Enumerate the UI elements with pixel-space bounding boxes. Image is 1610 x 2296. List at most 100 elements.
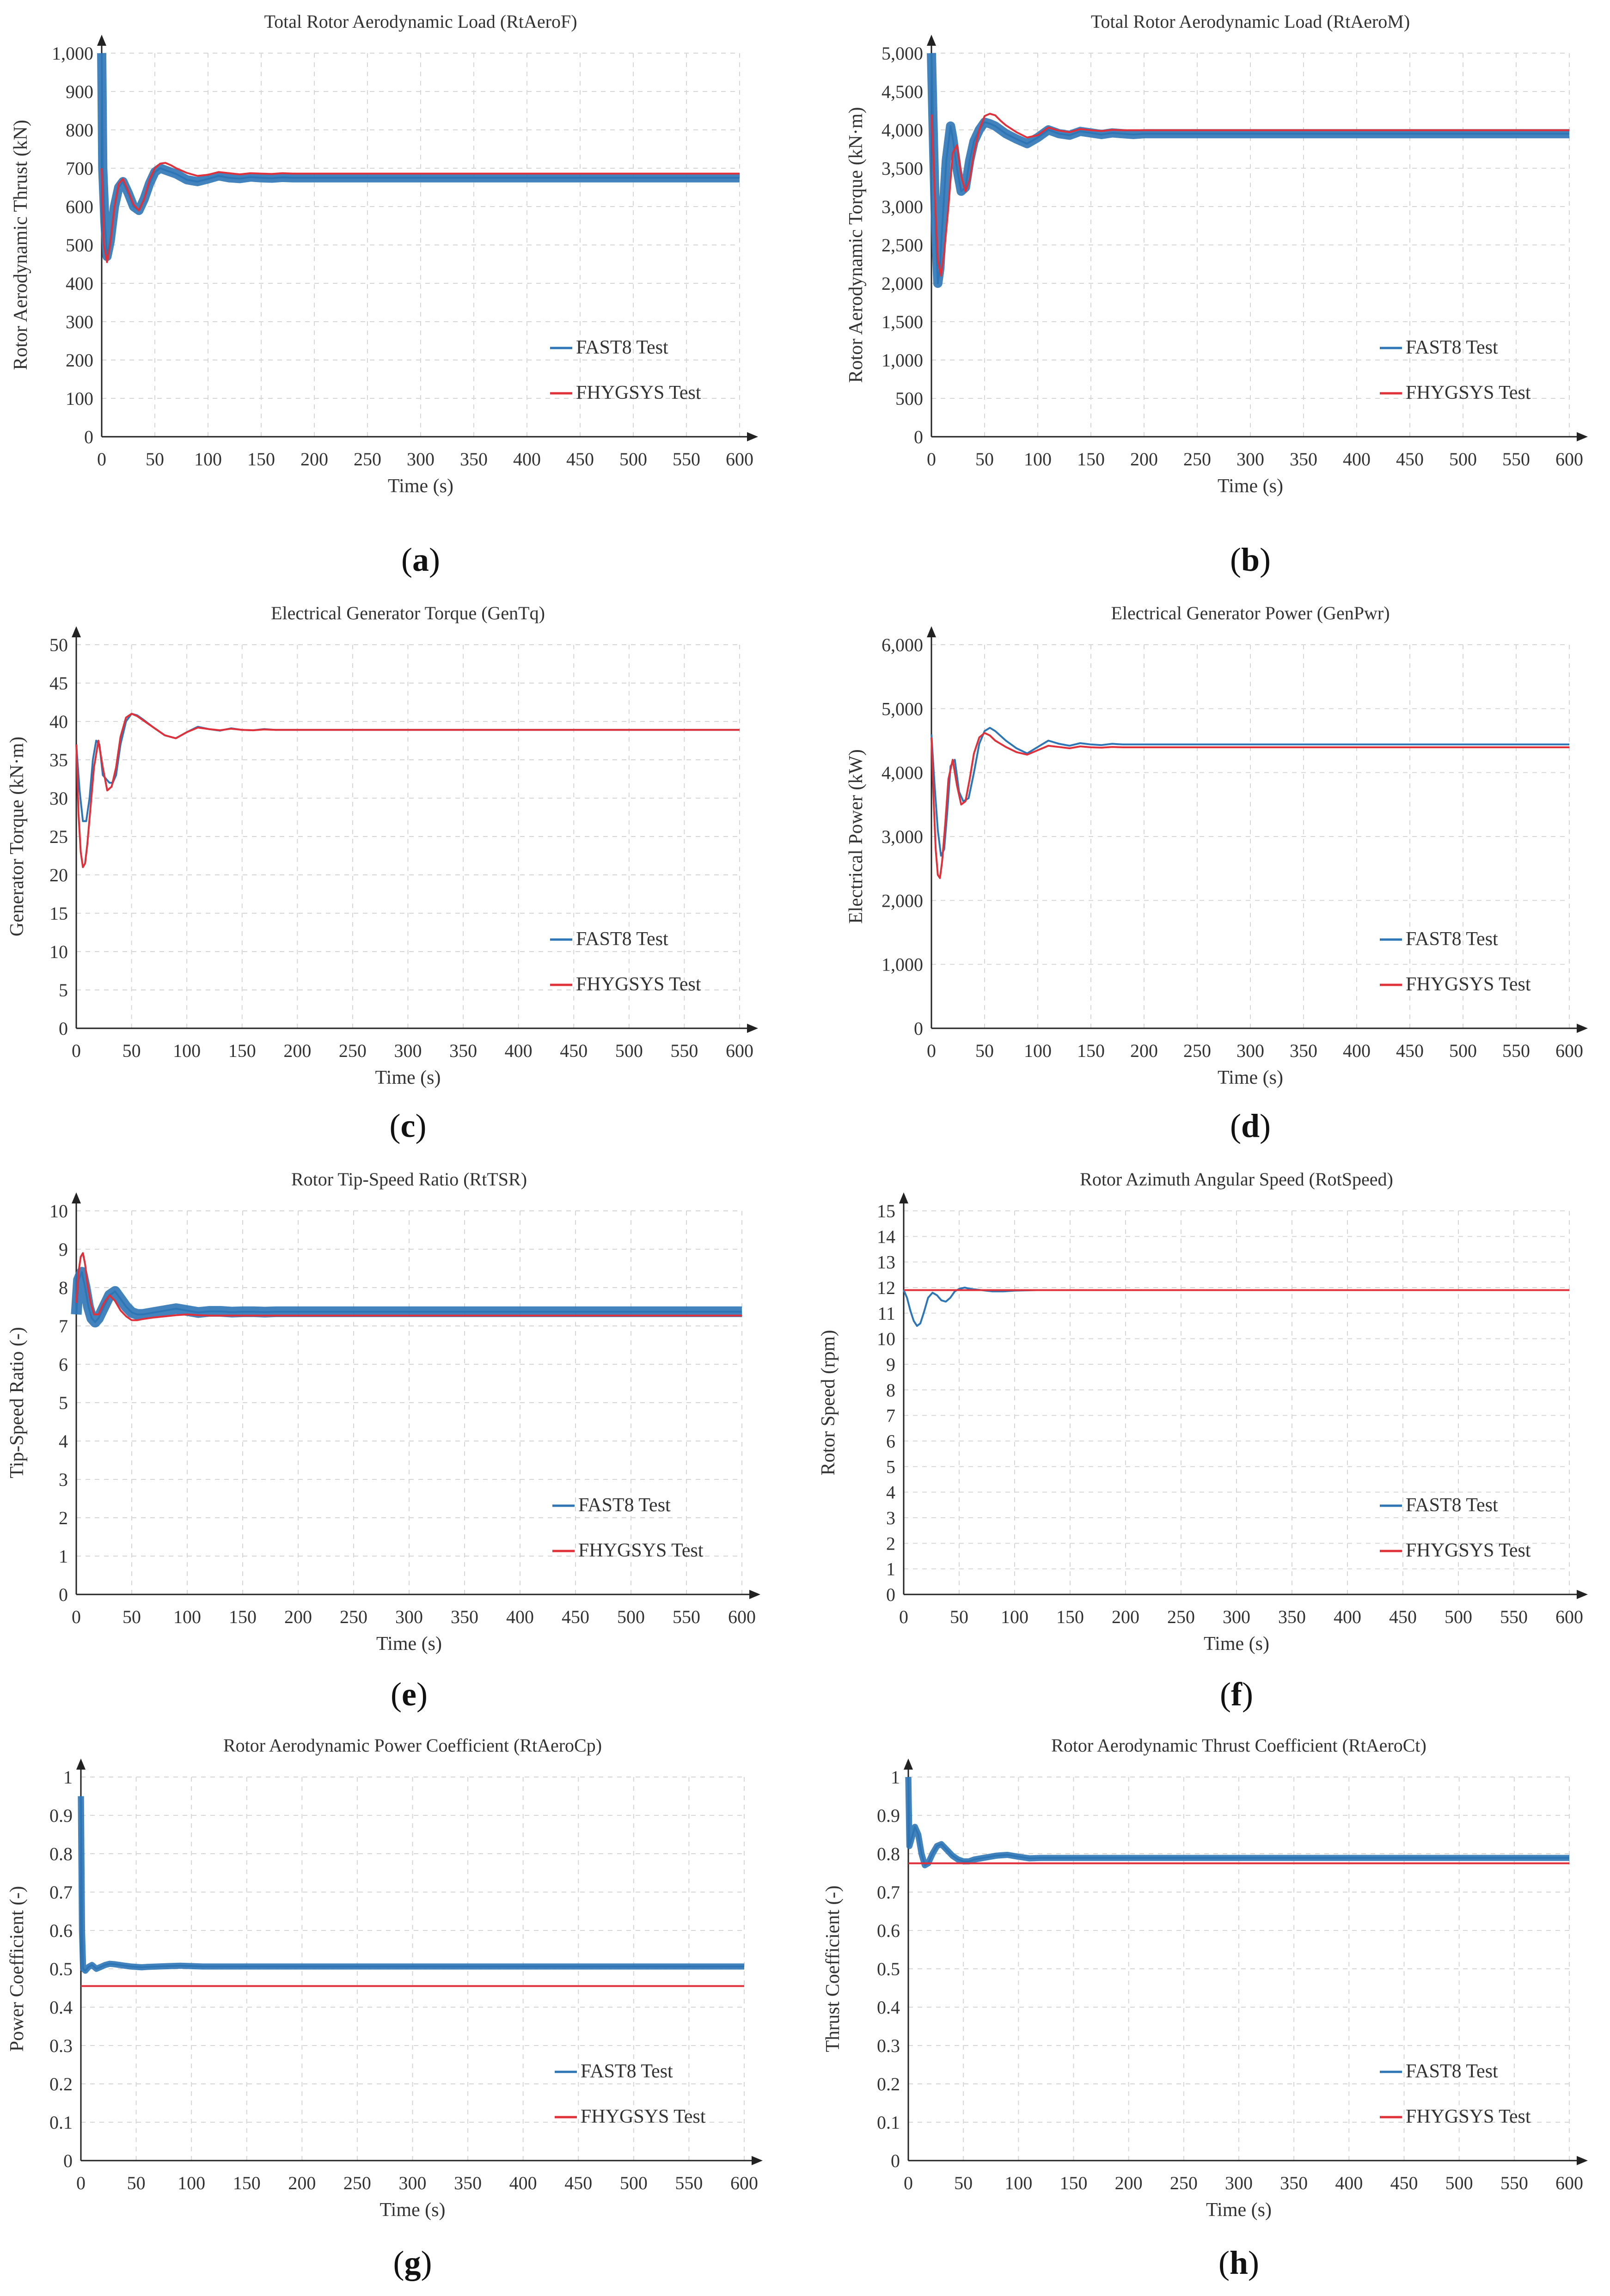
panel-letter-text: b <box>1241 541 1260 578</box>
chart-panel-c: Electrical Generator Torque (GenTq) 0 5 10 1… <box>6 603 758 1144</box>
x-tick-label: 300 <box>1237 1040 1264 1061</box>
x-tick-label: 400 <box>1334 1606 1361 1627</box>
y-tick-label: 0.6 <box>877 1920 900 1941</box>
x-axis-arrow-icon <box>1577 1590 1588 1599</box>
x-tick-label: 200 <box>283 1040 311 1061</box>
y-tick-label: 5,000 <box>882 698 923 719</box>
legend-label-fhygsys: FHYGSYS Test <box>1406 2106 1531 2127</box>
y-axis-label: Rotor Speed (rpm) <box>818 1330 839 1476</box>
x-tick-label: 350 <box>449 1040 477 1061</box>
y-tick-label: 1 <box>886 1559 895 1580</box>
x-tick-label: 100 <box>1024 449 1052 470</box>
chart-panel-h: Rotor Aerodynamic Thrust Coefficient (Rt… <box>822 1735 1588 2281</box>
x-axis-label: Time (s) <box>1204 1633 1269 1655</box>
x-tick-label: 250 <box>1170 2173 1198 2193</box>
series-line-fhygsys <box>101 162 740 263</box>
panel-letter: (d) <box>1230 1107 1271 1144</box>
x-tick-label: 0 <box>904 2173 913 2193</box>
x-tick-label: 550 <box>675 2173 703 2193</box>
x-tick-label: 400 <box>1335 2173 1363 2193</box>
y-tick-label: 1,000 <box>882 350 923 371</box>
chart-title: Rotor Tip-Speed Ratio (RtTSR) <box>291 1169 527 1190</box>
x-tick-label: 450 <box>1396 449 1424 470</box>
y-tick-label: 2 <box>59 1508 68 1528</box>
y-tick-label: 5 <box>886 1456 895 1477</box>
x-tick-label: 350 <box>1290 449 1317 470</box>
y-tick-label: 0.7 <box>49 1882 73 1903</box>
y-tick-label: 10 <box>877 1329 895 1350</box>
y-tick-label: 9 <box>59 1239 68 1260</box>
y-tick-label: 0 <box>914 427 923 447</box>
y-tick-label: 5 <box>59 980 68 1001</box>
chart-title: Electrical Generator Power (GenPwr) <box>1111 603 1390 623</box>
x-axis-label: Time (s) <box>1218 476 1283 497</box>
x-tick-label: 550 <box>673 1606 700 1627</box>
panel-letter: (e) <box>391 1676 428 1713</box>
y-axis-label: Tip-Speed Ratio (-) <box>6 1327 28 1478</box>
x-tick-label: 450 <box>560 1040 588 1061</box>
panel-letter-text: d <box>1241 1107 1260 1144</box>
x-tick-label: 250 <box>1183 449 1211 470</box>
series-line-fast8 <box>930 727 1569 857</box>
y-tick-label: 9 <box>886 1354 895 1375</box>
x-tick-label: 350 <box>1278 1606 1306 1627</box>
x-tick-label: 200 <box>1130 449 1158 470</box>
y-axis-label: Rotor Aerodynamic Torque (kN·m) <box>845 107 867 383</box>
y-tick-label: 25 <box>49 826 68 847</box>
panel-letter-text: c <box>401 1107 416 1144</box>
y-tick-label: 0.8 <box>49 1844 73 1864</box>
legend-label-fhygsys: FHYGSYS Test <box>576 974 701 995</box>
x-tick-label: 0 <box>72 1040 81 1061</box>
x-tick-label: 100 <box>1024 1040 1052 1061</box>
panel-letter: (b) <box>1230 541 1271 578</box>
panel-letter: (a) <box>401 541 440 578</box>
x-tick-label: 350 <box>460 449 488 470</box>
legend-label-fhygsys: FHYGSYS Test <box>1406 382 1531 403</box>
x-tick-label: 400 <box>506 1606 534 1627</box>
series-line-fhygsys <box>75 713 740 868</box>
panel-letter: (h) <box>1218 2244 1259 2281</box>
y-tick-label: 3 <box>59 1469 68 1490</box>
x-tick-label: 600 <box>728 1606 756 1627</box>
x-tick-label: 100 <box>173 1040 201 1061</box>
x-tick-label: 600 <box>726 449 753 470</box>
legend-label-fast8: FAST8 Test <box>1406 1495 1498 1516</box>
chart-title: Electrical Generator Torque (GenTq) <box>271 603 545 623</box>
x-tick-label: 550 <box>673 449 700 470</box>
x-tick-label: 150 <box>1056 1606 1084 1627</box>
series-line-fhygsys <box>930 113 1569 277</box>
y-tick-label: 5 <box>59 1392 68 1413</box>
y-axis-label: Rotor Aerodynamic Thrust (kN) <box>10 120 31 370</box>
x-tick-label: 500 <box>617 1606 645 1627</box>
y-tick-label: 1 <box>891 1767 900 1788</box>
y-tick-label: 15 <box>877 1201 895 1221</box>
x-tick-label: 450 <box>562 1606 589 1627</box>
x-tick-label: 600 <box>730 2173 758 2193</box>
y-tick-label: 0 <box>59 1018 68 1039</box>
y-tick-label: 45 <box>49 673 68 694</box>
x-tick-label: 400 <box>1343 449 1371 470</box>
x-tick-label: 400 <box>505 1040 533 1061</box>
panel-letter-text: a <box>412 541 429 578</box>
x-tick-label: 500 <box>1449 449 1477 470</box>
y-tick-label: 0 <box>59 1584 68 1605</box>
x-tick-label: 550 <box>670 1040 698 1061</box>
x-tick-label: 150 <box>228 1040 256 1061</box>
y-tick-label: 0 <box>886 1584 895 1605</box>
y-tick-label: 500 <box>895 388 923 409</box>
y-tick-label: 14 <box>877 1226 895 1247</box>
legend-label-fast8: FAST8 Test <box>581 2061 673 2082</box>
y-tick-label: 10 <box>49 1201 68 1221</box>
x-tick-label: 450 <box>1396 1040 1424 1061</box>
chart-title: Rotor Aerodynamic Power Coefficient (RtA… <box>223 1735 602 1756</box>
legend-label-fhygsys: FHYGSYS Test <box>1406 974 1531 995</box>
y-tick-label: 7 <box>59 1316 68 1337</box>
y-tick-label: 15 <box>49 903 68 924</box>
legend-label-fast8: FAST8 Test <box>1406 337 1498 358</box>
x-tick-label: 50 <box>950 1606 968 1627</box>
x-tick-label: 300 <box>407 449 435 470</box>
y-tick-label: 8 <box>886 1380 895 1400</box>
chart-title: Rotor Azimuth Angular Speed (RotSpeed) <box>1080 1169 1393 1190</box>
y-tick-label: 8 <box>59 1277 68 1298</box>
x-tick-label: 500 <box>619 449 647 470</box>
